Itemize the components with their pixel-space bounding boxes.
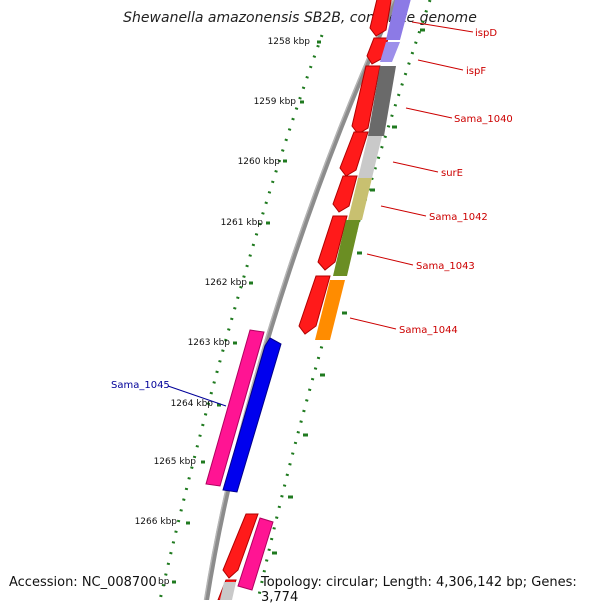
tick-unit: kbp [293, 37, 310, 47]
tick-unit: kbp [230, 278, 247, 288]
svg-text:1259 kbp: 1259 kbp [254, 97, 297, 107]
gene-arrow-ispD[interactable] [369, 0, 392, 37]
svg-text:1263 kbp: 1263 kbp [188, 338, 231, 348]
gene-arrow-sama1045[interactable] [222, 337, 282, 493]
svg-text:1260 kbp: 1260 kbp [238, 157, 281, 167]
cog-block [348, 178, 372, 220]
tick-unit-bp: bp [158, 577, 170, 587]
tick-unit: kbp [213, 338, 230, 348]
gene-arrow-sama1042[interactable] [332, 175, 358, 213]
label-leaders [349, 21, 474, 330]
gene-label-sama1044[interactable]: Sama_1044 [399, 325, 458, 336]
tick-unit: kbp [179, 457, 196, 467]
gene-arrow-sama1044[interactable] [298, 275, 331, 335]
gene-arrow-surE[interactable] [339, 131, 369, 177]
tick-label: 1265 [154, 457, 177, 467]
cog-block [380, 42, 400, 62]
cog-block [220, 582, 236, 600]
tick-label: 1260 [238, 157, 261, 167]
gene-label-sama1045[interactable]: Sama_1045 [111, 380, 170, 391]
gene-block-pink-upper[interactable] [205, 329, 265, 487]
tick-label: 1262 [205, 278, 228, 288]
ruler-inner-dots [256, 0, 432, 600]
tick-label: 1264 [171, 399, 194, 409]
cog-block [386, 0, 411, 40]
cog-block [358, 136, 382, 178]
svg-text:1265 kbp: 1265 kbp [154, 457, 197, 467]
accession-text: Accession: NC_008700 [9, 575, 157, 590]
tick-label: 1266 [135, 517, 158, 527]
cog-block [315, 280, 345, 340]
tick-unit: kbp [246, 218, 263, 228]
svg-text:1261 kbp: 1261 kbp [221, 218, 264, 228]
gene-arrow-lower-1[interactable] [222, 513, 259, 579]
gene-arrow-sama1040[interactable] [351, 65, 381, 135]
gene-arrow-sama1043[interactable] [317, 215, 348, 271]
genome-stats-text: Topology: circular; Length: 4,306,142 bp… [261, 575, 577, 605]
tick-unit: kbp [160, 517, 177, 527]
gene-label-sama1040[interactable]: Sama_1040 [454, 114, 513, 125]
tick-unit: kbp [196, 399, 213, 409]
cog-block [368, 66, 396, 136]
label-leader-sama1045 [167, 385, 227, 407]
gene-label-ispD[interactable]: ispD [475, 28, 497, 39]
forward-gene-track [217, 0, 392, 600]
ruler-outer-dots [158, 34, 324, 600]
tick-label: 1259 [254, 97, 277, 107]
tick-label: 1261 [221, 218, 244, 228]
cog-block [333, 220, 360, 276]
svg-text:1258 kbp: 1258 kbp [268, 37, 311, 47]
gene-block-pink-lower[interactable] [237, 517, 274, 591]
svg-text:1264 kbp: 1264 kbp [171, 399, 214, 409]
gene-label-ispF[interactable]: ispF [466, 66, 486, 77]
tick-unit: kbp [263, 157, 280, 167]
svg-text:1266 kbp: 1266 kbp [135, 517, 178, 527]
gene-label-sama1042[interactable]: Sama_1042 [429, 212, 488, 223]
tick-label: 1263 [188, 338, 211, 348]
gene-label-surE[interactable]: surE [441, 168, 463, 179]
ruler-tick-marks [172, 28, 425, 584]
cog-track [220, 0, 411, 600]
gene-label-sama1043[interactable]: Sama_1043 [416, 261, 475, 272]
tick-label: 1258 [268, 37, 291, 47]
reverse-gene-track [205, 329, 282, 591]
tick-unit: kbp [279, 97, 296, 107]
genome-backbone-highlight [203, 0, 395, 600]
svg-text:1262 kbp: 1262 kbp [205, 278, 248, 288]
